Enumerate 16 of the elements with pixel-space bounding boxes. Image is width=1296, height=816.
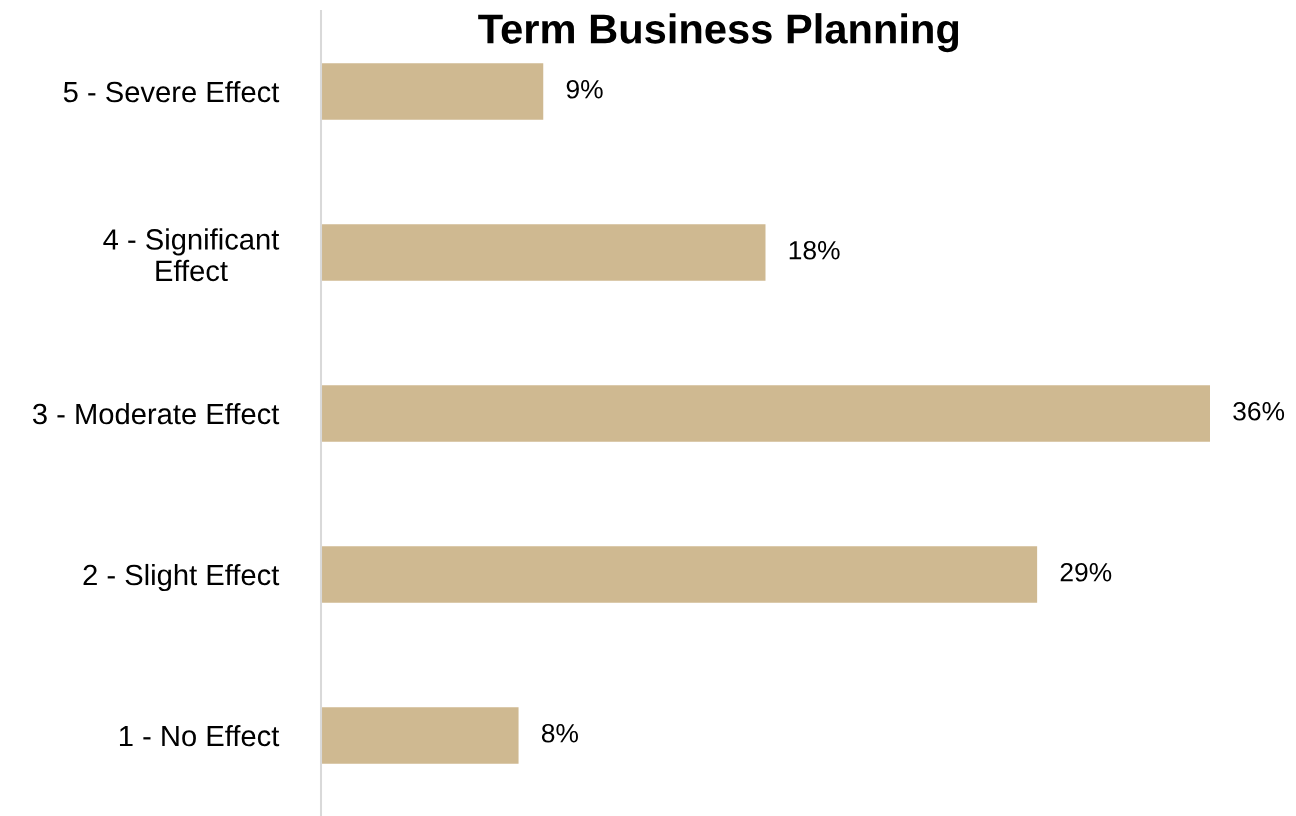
bar [321,63,544,120]
bar [321,707,519,764]
y-tick-label: 1 - No Effect [119,724,280,747]
y-tick-label: 5 - Severe Effect [63,80,280,103]
chart-title: Term Business Planning [478,13,959,53]
bar [321,224,766,281]
y-tick-label: 2 - Slight Effect [83,563,280,592]
bar [321,385,1210,442]
data-label: 36% [1233,401,1285,421]
data-label: 9% [566,79,603,99]
data-label: 18% [789,240,840,260]
y-tick-label: 4 - Significant Effect [103,228,280,282]
y-tick-label: 3 - Moderate Effect [32,402,280,425]
data-label: 29% [1060,562,1112,582]
bar [321,546,1038,603]
data-label: 8% [541,723,578,743]
